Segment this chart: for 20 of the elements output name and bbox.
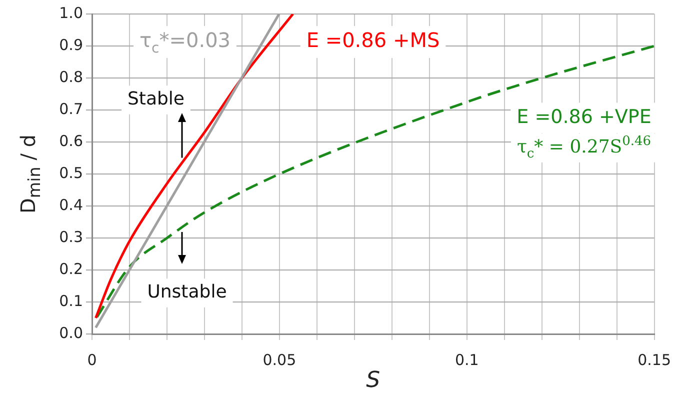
annotation: Stable	[127, 88, 185, 110]
y-tick-label: 0.6	[59, 132, 83, 150]
y-tick-label: 0.0	[59, 324, 83, 342]
y-tick-label: 0.3	[59, 228, 83, 246]
y-tick-label: 0.4	[59, 196, 83, 214]
y-tick-label: 0.8	[59, 68, 83, 86]
x-tick-label: 0.15	[638, 350, 672, 369]
y-tick-label: 1.0	[59, 4, 83, 22]
x-tick-label: 0.05	[262, 350, 296, 369]
series-label: E =0.86 +MS	[306, 28, 440, 52]
y-tick-label: 0.5	[59, 164, 83, 182]
x-tick-label: 0.1	[454, 350, 479, 369]
series-label: E =0.86 +VPE	[516, 106, 652, 128]
y-tick-label: 0.7	[59, 100, 83, 118]
x-tick-label: 0	[87, 350, 97, 369]
annotation: Unstable	[147, 282, 227, 303]
y-tick-label: 0.1	[59, 292, 83, 310]
y-tick-label: 0.2	[59, 260, 83, 278]
x-axis-title: S	[366, 368, 380, 393]
y-tick-label: 0.9	[59, 36, 83, 54]
